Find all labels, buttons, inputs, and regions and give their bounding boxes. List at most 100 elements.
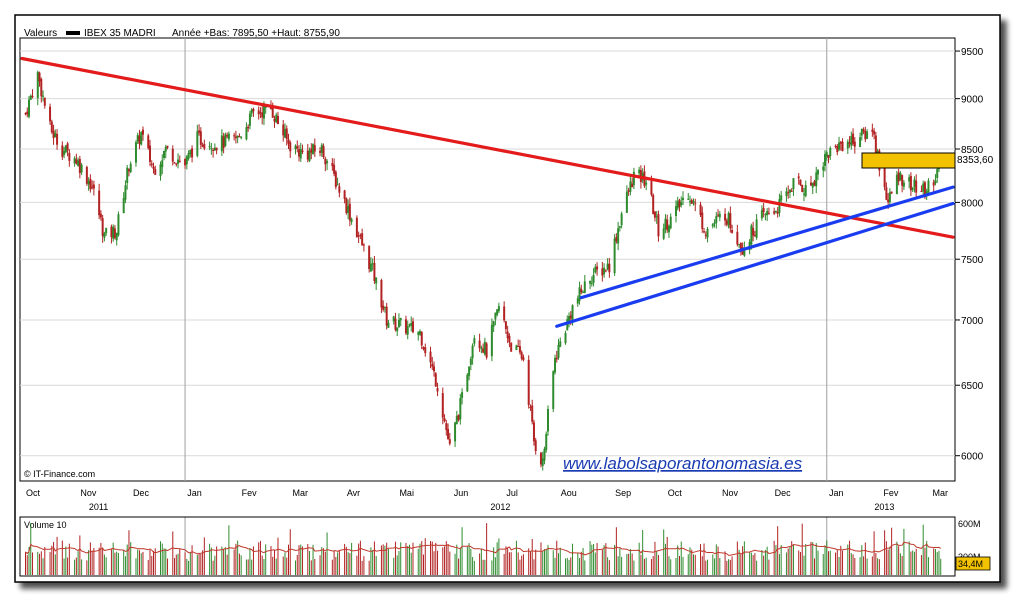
candle-body bbox=[811, 182, 814, 188]
candle-body bbox=[455, 415, 458, 425]
candle-body bbox=[589, 280, 592, 284]
candle-body bbox=[859, 137, 862, 148]
candle-body bbox=[371, 263, 374, 265]
candle-body bbox=[750, 225, 753, 245]
candle-body bbox=[564, 332, 567, 344]
candle-body bbox=[766, 211, 769, 216]
candle-body bbox=[85, 167, 88, 184]
candle-body bbox=[308, 150, 311, 161]
candle-body bbox=[466, 374, 469, 392]
candle-body bbox=[764, 214, 767, 216]
candle-body bbox=[701, 212, 704, 229]
x-year-label: 2013 bbox=[874, 502, 894, 512]
candle-body bbox=[298, 149, 301, 157]
candle-body bbox=[690, 200, 693, 204]
candle-body bbox=[441, 393, 444, 418]
candle-body bbox=[222, 136, 225, 149]
candle-body bbox=[68, 152, 71, 161]
candle-body bbox=[163, 150, 166, 159]
candle-body bbox=[185, 156, 188, 165]
candle-body bbox=[147, 135, 150, 149]
x-month-label: Aou bbox=[561, 488, 577, 498]
watermark-link[interactable]: www.labolsaporantonomasia.es bbox=[563, 454, 803, 473]
candle-body bbox=[259, 112, 262, 114]
period-info: Année +Bas: 7895,50 +Haut: 8755,90 bbox=[172, 28, 340, 39]
candle-body bbox=[860, 128, 863, 136]
x-month-label: Jan bbox=[829, 488, 844, 498]
candle-body bbox=[124, 185, 127, 200]
candle-body bbox=[846, 141, 849, 149]
candle-body bbox=[529, 406, 532, 408]
candle-body bbox=[638, 169, 641, 174]
candle-body bbox=[392, 316, 395, 322]
candle-body bbox=[112, 226, 115, 239]
candle-body bbox=[580, 289, 583, 293]
candle-body bbox=[485, 343, 488, 358]
candle-body bbox=[480, 347, 483, 349]
candle-body bbox=[285, 128, 288, 139]
candle-body bbox=[387, 322, 390, 328]
outer-frame bbox=[14, 14, 1001, 583]
candle-body bbox=[40, 79, 43, 97]
candle-body bbox=[717, 214, 720, 216]
trendline-blue bbox=[555, 201, 955, 328]
candle-body bbox=[117, 214, 120, 236]
candle-body bbox=[454, 422, 457, 442]
y-tick-label: 9500 bbox=[961, 47, 984, 58]
candle-body bbox=[792, 178, 795, 190]
candle-body bbox=[482, 348, 485, 353]
candle-body bbox=[829, 147, 832, 157]
volume-bars bbox=[25, 523, 942, 575]
x-month-label: Mar bbox=[932, 488, 948, 498]
candle-body bbox=[252, 108, 255, 112]
candle-body bbox=[936, 168, 939, 178]
candle-body bbox=[457, 415, 460, 421]
candle-body bbox=[652, 195, 655, 215]
candle-body bbox=[627, 190, 630, 192]
candle-body bbox=[604, 270, 607, 272]
candle-body bbox=[699, 204, 702, 215]
candle-body bbox=[98, 190, 101, 216]
candle-body bbox=[203, 144, 206, 149]
candle-body bbox=[417, 332, 420, 335]
candle-body bbox=[220, 135, 223, 152]
candle-body bbox=[159, 164, 162, 176]
candle-body bbox=[199, 131, 202, 145]
candle-body bbox=[824, 154, 827, 166]
candle-body bbox=[518, 346, 521, 353]
candle-body bbox=[895, 174, 898, 195]
candle-body bbox=[909, 176, 912, 191]
candle-body bbox=[150, 163, 153, 166]
candle-body bbox=[208, 146, 211, 148]
x-month-label: Avr bbox=[347, 488, 360, 498]
candle-body bbox=[187, 153, 190, 159]
candle-body bbox=[28, 99, 31, 117]
candle-body bbox=[890, 191, 893, 194]
candle-body bbox=[49, 106, 52, 122]
candle-body bbox=[240, 137, 243, 139]
candle-body bbox=[571, 305, 574, 321]
candle-body bbox=[299, 148, 302, 159]
candle-body bbox=[56, 133, 59, 145]
candle-body bbox=[63, 150, 66, 155]
candle-body bbox=[129, 163, 132, 173]
candle-body bbox=[276, 115, 279, 125]
candle-body bbox=[227, 133, 230, 140]
candle-body bbox=[801, 184, 804, 193]
candle-body bbox=[213, 147, 216, 151]
candle-body bbox=[534, 440, 537, 452]
y-tick-label: 7000 bbox=[961, 316, 984, 327]
candle-body bbox=[927, 180, 930, 193]
candle-body bbox=[87, 180, 90, 185]
candle-body bbox=[802, 193, 805, 195]
candle-body bbox=[312, 144, 315, 155]
candle-body bbox=[404, 319, 407, 334]
candle-body bbox=[496, 309, 499, 315]
candle-body bbox=[350, 219, 353, 222]
candle-body bbox=[555, 357, 558, 360]
candle-body bbox=[362, 244, 365, 246]
candle-body bbox=[333, 164, 336, 174]
candle-body bbox=[36, 71, 39, 99]
candle-body bbox=[326, 161, 329, 164]
candle-body bbox=[864, 130, 867, 140]
